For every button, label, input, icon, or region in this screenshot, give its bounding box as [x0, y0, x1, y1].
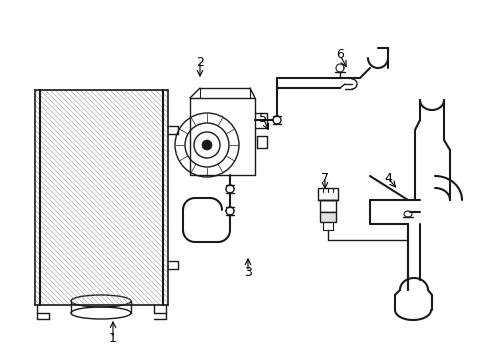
Bar	[317, 188, 337, 200]
Text: 6: 6	[335, 49, 343, 62]
Text: 4: 4	[383, 171, 391, 184]
Text: 3: 3	[244, 266, 251, 279]
FancyBboxPatch shape	[319, 212, 335, 222]
Text: 1: 1	[109, 332, 117, 345]
Text: 7: 7	[320, 171, 328, 184]
Circle shape	[202, 140, 212, 150]
Text: 5: 5	[259, 112, 266, 125]
Bar	[319, 200, 335, 212]
Text: 2: 2	[196, 55, 203, 68]
